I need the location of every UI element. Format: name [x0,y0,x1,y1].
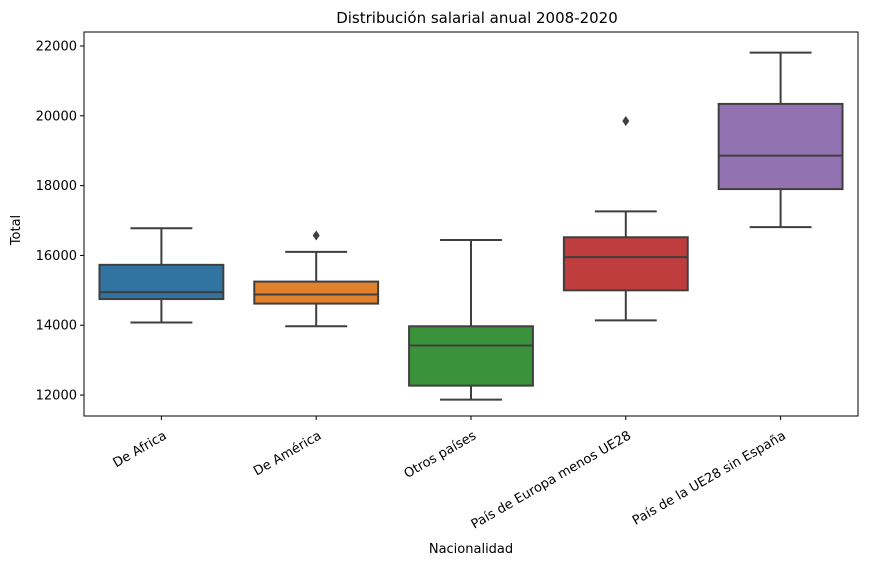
x-tick-label: De América [251,428,324,479]
box [562,236,689,292]
box [253,280,380,305]
y-tick-label: 14000 [36,319,77,334]
y-tick-label: 18000 [36,179,77,194]
boxes [98,51,844,401]
x-tick-label: País de la UE28 sin España [630,428,789,528]
outlier-point [622,116,630,127]
chart-title: Distribución salarial anual 2008-2020 [336,9,618,27]
outlier-point [312,230,320,241]
x-tick-label: Otros países [402,428,480,481]
x-axis-label: Nacionalidad [429,542,513,557]
y-axis-label: Total [9,215,24,246]
x-tick-label: De Africa [111,428,170,471]
x-tick-label: País de Europa menos UE28 [469,428,634,532]
box [408,325,534,387]
y-tick-label: 16000 [36,249,77,264]
box [98,263,225,301]
y-axis: 12000 14000 16000 18000 20000 22000 [36,39,84,404]
y-tick-label: 22000 [36,39,77,54]
y-tick-label: 12000 [36,389,77,404]
box [717,102,844,191]
y-tick-label: 20000 [36,109,77,124]
